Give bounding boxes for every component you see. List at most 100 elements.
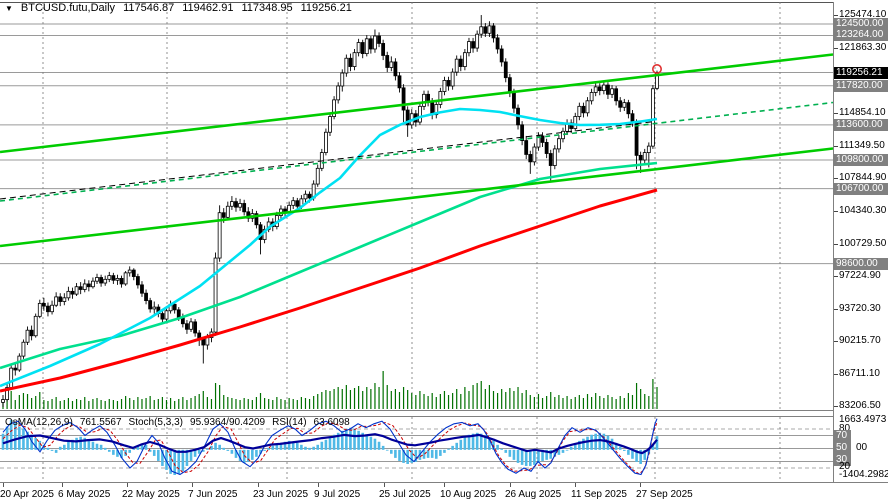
ma-slow-red-line	[0, 188, 658, 393]
osma-histogram-bar	[165, 449, 168, 470]
price-level-label[interactable]: 106700.00	[834, 183, 888, 195]
candle-body	[21, 341, 26, 357]
osma-histogram-bar	[103, 447, 107, 450]
price-level-label[interactable]: 113600.00	[834, 119, 888, 131]
price-tick-mark	[834, 15, 838, 16]
osma-histogram-bar	[353, 428, 356, 450]
volume-bar	[304, 398, 307, 409]
price-level-label[interactable]: 123264.00	[834, 29, 888, 41]
volume-bar	[116, 401, 119, 409]
price-level-label[interactable]: 117820.00	[834, 80, 888, 92]
volume-bar	[247, 399, 249, 409]
osma-histogram-bar	[181, 449, 185, 471]
candle-body	[307, 193, 312, 199]
volume-bar	[570, 399, 572, 409]
osma-histogram-bar	[328, 436, 332, 450]
osma-histogram-bar	[71, 439, 74, 450]
volume-bar	[546, 396, 548, 409]
osma-histogram-bar	[426, 449, 430, 458]
osma-histogram-bar	[590, 434, 593, 450]
volume-bar	[137, 397, 139, 409]
time-axis[interactable]: 20 Apr 2025 6 May 2025 22 May 2025 7 Jun 20…	[0, 482, 888, 503]
rsi-label: RSI(14)	[272, 417, 307, 428]
indicator-axis-level-label[interactable]: 50	[834, 442, 851, 454]
volume-bar	[541, 398, 544, 409]
osma-histogram-bar	[479, 433, 483, 450]
price-tick-mark	[834, 276, 838, 277]
osma-histogram-bar	[434, 449, 438, 459]
osma-histogram-bar	[488, 437, 491, 450]
osma-histogram-bar	[467, 434, 471, 450]
indicator-axis-level-label[interactable]: 70	[834, 430, 851, 442]
candle-body	[651, 88, 655, 147]
pane-splitter-bottom[interactable]	[0, 416, 834, 417]
osma-histogram-bar	[557, 449, 561, 455]
price-tick-label: 97224.90	[839, 270, 881, 281]
candle-body	[205, 337, 210, 346]
volume-bar	[374, 383, 376, 409]
mid-dashed-green-line[interactable]	[0, 101, 833, 202]
candle-body	[229, 201, 234, 207]
osma-histogram-bar	[582, 438, 585, 450]
price-tick-label: 90215.70	[839, 335, 881, 346]
price-level-label[interactable]: 109800.00	[834, 154, 888, 166]
candle-body	[393, 61, 398, 77]
candle-body	[503, 61, 508, 79]
date-label: 23 Jun 2025	[253, 489, 309, 500]
symbol-timeframe-label: BTCUSD.futu,Daily	[20, 2, 116, 14]
price-chart-canvas[interactable]	[0, 0, 833, 410]
candle-body	[581, 105, 586, 114]
osma-histogram-bar	[643, 449, 647, 460]
candle-body	[127, 269, 132, 274]
volume-bar	[84, 397, 86, 409]
volume-bar	[652, 379, 654, 409]
volume-bar	[386, 385, 388, 409]
volume-bar	[517, 387, 519, 409]
indicator-axis-level-label[interactable]: 30	[834, 454, 851, 466]
osma-histogram-bar	[218, 444, 221, 450]
volume-bar	[496, 393, 499, 409]
volume-bar	[292, 399, 294, 409]
osma-histogram-bar	[316, 444, 320, 450]
chart-top-border	[0, 2, 834, 3]
volume-bar	[153, 400, 155, 409]
pane-splitter-top[interactable]	[0, 410, 834, 411]
upper-channel-line[interactable]	[0, 53, 833, 154]
volume-bar	[67, 398, 69, 409]
collapse-arrow-icon[interactable]: ▼	[5, 3, 13, 13]
osma-histogram-bar	[91, 441, 95, 450]
osma-histogram-bar	[242, 449, 246, 463]
volume-bar	[656, 387, 658, 409]
volume-bar	[14, 400, 16, 409]
candle-body	[601, 84, 606, 92]
volume-bar	[219, 385, 221, 409]
osma-histogram-bar	[226, 449, 230, 451]
candle-body	[528, 154, 533, 163]
osma-histogram-bar	[148, 449, 152, 452]
indicator-pane-canvas[interactable]	[0, 416, 833, 482]
candle-body	[246, 211, 251, 219]
volume-bar	[206, 397, 208, 409]
price-tick-mark	[834, 374, 838, 375]
candle-body	[78, 286, 83, 290]
candle-body	[462, 52, 467, 67]
volume-bar	[88, 401, 90, 409]
signal-circle-marker[interactable]	[651, 64, 662, 75]
price-level-label[interactable]: 124500.00	[834, 18, 888, 30]
candle-body	[405, 109, 410, 126]
volume-bar	[120, 399, 123, 409]
candle-body	[360, 42, 365, 55]
price-level-label[interactable]: 98600.00	[834, 258, 888, 270]
candle-body	[352, 52, 357, 67]
osma-histogram-bar	[565, 449, 569, 451]
volume-bar	[112, 400, 114, 409]
volume-bar	[648, 396, 650, 409]
volume-bar	[456, 389, 458, 409]
candle-body	[172, 303, 177, 311]
candle-body	[454, 58, 459, 73]
candle-body	[544, 142, 549, 154]
candle-body	[115, 278, 120, 281]
lower-channel-line[interactable]	[0, 147, 833, 248]
osma-histogram-bar	[230, 449, 234, 454]
